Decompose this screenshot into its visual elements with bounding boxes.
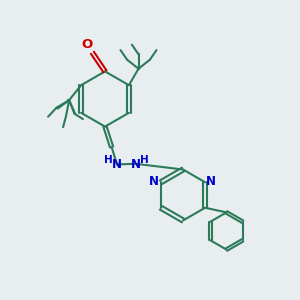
- Text: N: N: [130, 158, 141, 171]
- Text: N: N: [206, 175, 216, 188]
- Text: H: H: [140, 154, 148, 165]
- Text: O: O: [81, 38, 93, 51]
- Text: N: N: [112, 158, 122, 172]
- Text: N: N: [149, 175, 159, 188]
- Text: /: /: [127, 59, 128, 60]
- Text: H: H: [104, 155, 113, 165]
